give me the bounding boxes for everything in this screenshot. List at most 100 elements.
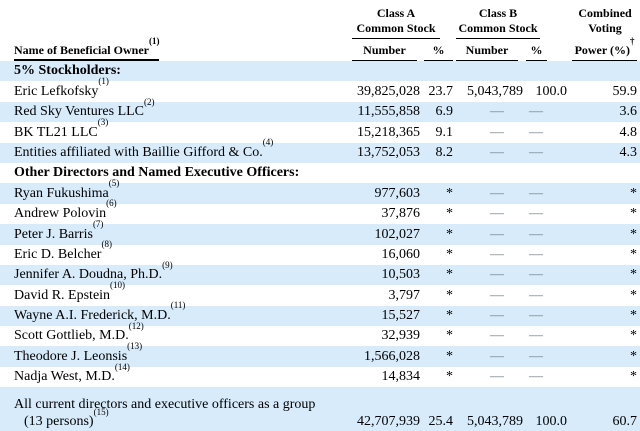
class-b-number-cell: — <box>456 204 526 224</box>
combined-line2: Voting <box>588 21 622 35</box>
row-footnote-mark: (14) <box>114 361 130 372</box>
row-footnote-mark: (13) <box>127 341 143 352</box>
dagger-footnote-mark: † <box>630 36 635 46</box>
owner-name-cell: David R. Epstein(10) <box>14 280 126 303</box>
class-a-group-header: Class A Common Stock <box>332 0 456 39</box>
class-b-number-cell: — <box>456 183 526 203</box>
em-dash: — <box>529 267 544 283</box>
owner-name-cell: Nadja West, M.D.(14) <box>14 361 130 385</box>
owner-name-cell: Ryan Fukushima(5) <box>14 178 120 201</box>
combined-voting-cell: 4.8 <box>619 124 638 140</box>
table-row: BK TL21 LLC(3) 15,218,365 9.1 — — 4.8 <box>0 116 640 142</box>
class-b-number-cell: 5,043,789 <box>467 414 524 430</box>
combined-voting-cell: * <box>630 328 638 344</box>
table-row: Theodore J. Leonsis(13) 1,566,028 * — — * <box>0 342 640 367</box>
header-spacer <box>0 0 332 39</box>
class-a-pct-cell: * <box>446 185 454 201</box>
combined-voting-cell: * <box>630 287 638 303</box>
owner-name-cell: Entities affiliated with Baillie Gifford… <box>14 137 274 160</box>
section-row: 5% Stockholders: <box>0 61 640 82</box>
table-row: Eric Lefkofsky(1) 39,825,028 23.7 5,043,789… <box>0 76 640 101</box>
class-b-subtitle: Common Stock <box>458 21 538 35</box>
class-b-number-cell: — <box>456 245 526 265</box>
table-row: Ryan Fukushima(5) 977,603 * — — * <box>0 178 640 204</box>
class-b-pct-cell: — <box>526 367 570 387</box>
row-footnote-mark: (11) <box>170 300 186 311</box>
class-b-number-cell: 5,043,789 <box>467 83 524 99</box>
em-dash: — <box>529 185 544 201</box>
class-a-pct-cell: * <box>446 226 454 242</box>
em-dash: — <box>490 348 505 364</box>
table-row: Jennifer A. Doudna, Ph.D.(9) 10,503 * — — * <box>0 259 640 286</box>
class-b-number-cell: — <box>456 265 526 285</box>
class-a-pct-cell: 23.7 <box>428 83 454 99</box>
row-footnote-mark: (5) <box>108 178 120 189</box>
class-a-number-cell: 39,825,028 <box>357 83 420 99</box>
combined-voting-cell: 60.7 <box>612 414 638 430</box>
table-row: Andrew Polovin(6) 37,876 * — — * <box>0 199 640 224</box>
class-b-pct-cell: — <box>526 143 570 163</box>
class-a-pct-cell: * <box>446 287 454 303</box>
table-row: Scott Gottlieb, M.D.(12) 32,939 * — — * <box>0 320 640 346</box>
owner-name-cell: BK TL21 LLC(3) <box>14 116 109 140</box>
table-row: Nadja West, M.D.(14) 14,834 * — — * <box>0 361 640 387</box>
owner-name-cell: Eric D. Belcher(8) <box>14 239 112 262</box>
row-footnote-mark: (6) <box>106 198 117 209</box>
class-a-number-cell: 14,834 <box>381 369 421 385</box>
row-footnote-mark: (12) <box>128 320 144 331</box>
owner-name-cell: Peter J. Barris(7) <box>14 218 104 242</box>
em-dash: — <box>490 144 505 160</box>
class-a-pct-cell: 25.4 <box>428 414 454 430</box>
em-dash: — <box>529 206 544 222</box>
row-footnote-mark: (9) <box>162 259 173 270</box>
row-footnote-mark: (8) <box>101 239 112 250</box>
combined-voting-cell: * <box>630 246 638 262</box>
class-a-pct-cell: 6.9 <box>435 104 454 120</box>
section-label: Other Directors and Named Executive Offi… <box>14 165 300 181</box>
class-a-number-cell: 16,060 <box>381 246 421 262</box>
class-a-pct-cell: 8.2 <box>435 144 454 160</box>
class-b-pct-cell: — <box>526 245 570 265</box>
name-column-label: Name of Beneficial Owner <box>14 43 149 57</box>
class-a-pct-cell: 9.1 <box>435 124 454 140</box>
class-b-pct-cell: — <box>526 265 570 285</box>
class-b-number-cell: — <box>456 326 526 346</box>
class-a-number-column-header: Number <box>332 39 423 61</box>
em-dash: — <box>529 308 544 324</box>
class-a-number-cell: 15,527 <box>381 308 421 324</box>
row-footnote-mark: (1) <box>98 76 109 87</box>
em-dash: — <box>490 226 505 242</box>
class-a-pct-cell: * <box>446 246 454 262</box>
combined-voting-cell: * <box>630 369 638 385</box>
class-a-pct-cell: * <box>446 267 454 283</box>
class-a-number-cell: 3,797 <box>388 287 421 303</box>
class-b-pct-cell: — <box>526 224 570 244</box>
combined-voting-cell: * <box>630 226 638 242</box>
class-a-number-cell: 42,707,939 <box>357 414 420 430</box>
table-header: Class A Common Stock Class B Common Stoc… <box>0 0 640 61</box>
class-b-number-cell: — <box>456 122 526 142</box>
class-b-number-cell: — <box>456 346 526 366</box>
class-a-pct-cell: * <box>446 348 454 364</box>
owner-name-cell: Scott Gottlieb, M.D.(12) <box>14 320 144 344</box>
class-a-number-cell: 11,555,858 <box>357 104 420 120</box>
row-footnote-mark: (3) <box>97 116 109 127</box>
name-column-header: Name of Beneficial Owner(1) <box>0 37 332 61</box>
table-row: Red Sky Ventures LLC(2) 11,555,858 6.9 — — 3.… <box>0 97 640 123</box>
class-b-title: Class B <box>478 6 518 20</box>
class-b-number-cell: — <box>456 102 526 122</box>
owner-name-cell: All current directors and executive offi… <box>14 397 316 430</box>
em-dash: — <box>490 267 505 283</box>
em-dash: — <box>490 369 505 385</box>
class-a-number-cell: 1,566,028 <box>364 348 420 364</box>
owner-name-cell: Eric Lefkofsky(1) <box>14 76 109 99</box>
table-row: Entities affiliated with Baillie Gifford… <box>0 137 640 163</box>
owner-name-cell: Jennifer A. Doudna, Ph.D.(9) <box>14 259 173 283</box>
class-a-number-cell: 102,027 <box>374 226 421 242</box>
class-a-number-cell: 977,603 <box>374 185 421 201</box>
table-row: Peter J. Barris(7) 102,027 * — — * <box>0 218 640 245</box>
combined-line1: Combined <box>578 6 632 20</box>
owner-name-line2: (13 persons)(15) <box>24 406 109 430</box>
class-b-pct-cell: — <box>526 285 570 305</box>
class-a-pct-cell: * <box>446 328 454 344</box>
